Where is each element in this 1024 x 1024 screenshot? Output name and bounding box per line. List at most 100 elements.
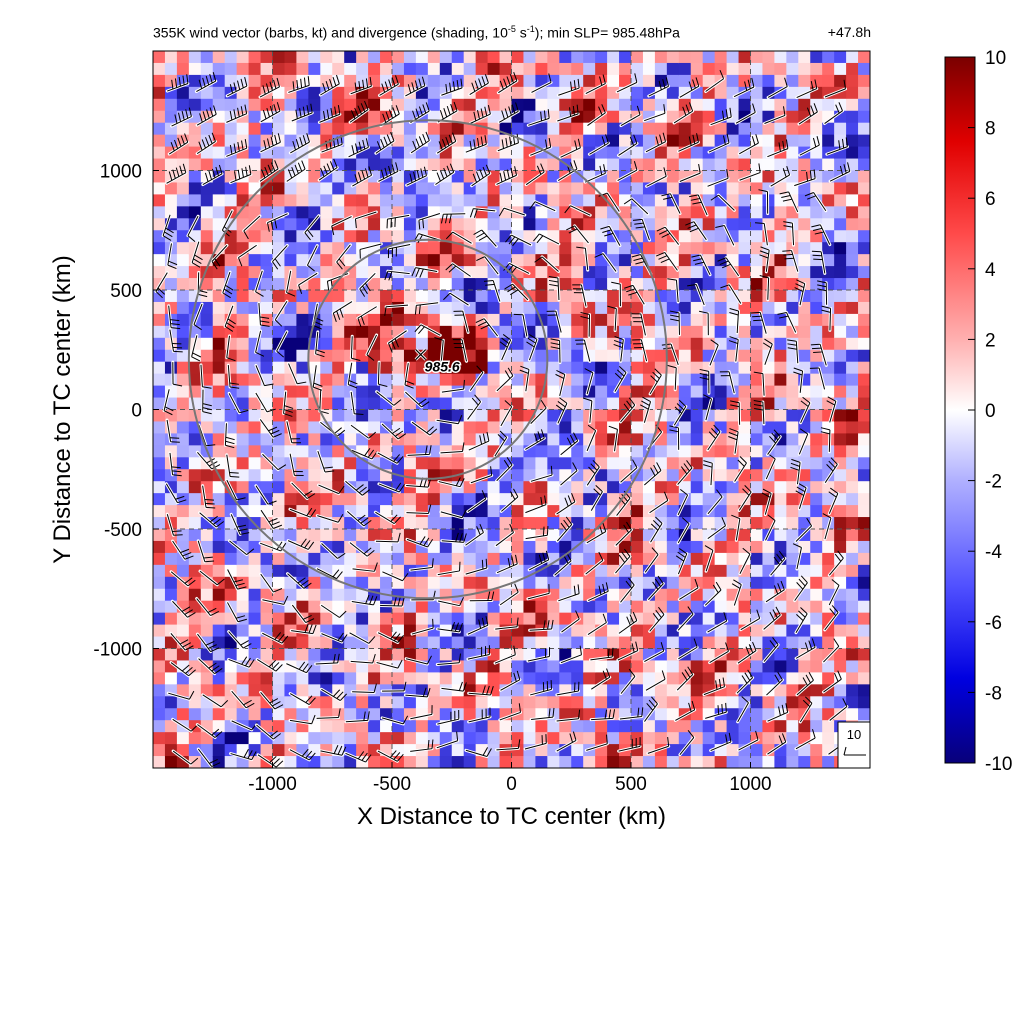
divergence-cell	[308, 194, 321, 207]
divergence-cell	[272, 385, 286, 399]
divergence-cell	[392, 51, 405, 64]
wind-barb-feather	[425, 131, 430, 141]
divergence-cell	[774, 134, 787, 148]
divergence-cell	[224, 552, 238, 566]
divergence-cell	[595, 62, 608, 76]
divergence-cell	[344, 660, 357, 673]
wind-barb	[258, 417, 282, 439]
divergence-cell	[523, 278, 536, 291]
divergence-cell	[344, 756, 357, 768]
wind-barb-feather	[429, 428, 438, 436]
wind-barb-feather	[277, 464, 287, 471]
divergence-cell	[774, 445, 787, 458]
divergence-cell	[224, 660, 238, 673]
divergence-cell	[475, 194, 489, 207]
wind-barb	[358, 271, 377, 297]
divergence-cell	[702, 576, 716, 590]
divergence-cell	[392, 290, 405, 303]
divergence-cell	[392, 564, 405, 578]
divergence-cell	[176, 206, 190, 219]
divergence-cell	[344, 421, 357, 434]
divergence-cell	[272, 98, 286, 112]
divergence-cell	[702, 110, 716, 124]
divergence-cell	[642, 696, 656, 709]
divergence-cell	[559, 218, 572, 231]
wind-barb-feather	[305, 750, 313, 759]
divergence-cell	[248, 708, 262, 721]
wind-barb	[259, 133, 282, 154]
wind-barb-feather	[301, 160, 306, 170]
divergence-cell	[499, 266, 513, 279]
divergence-cell	[750, 564, 764, 578]
divergence-cell	[164, 62, 178, 76]
divergence-cell	[762, 660, 775, 673]
divergence-cell	[786, 409, 799, 423]
wind-barb-feather	[391, 164, 395, 174]
divergence-cell	[798, 206, 811, 219]
divergence-cell	[356, 409, 369, 423]
divergence-cell	[272, 170, 286, 184]
divergence-cell	[762, 744, 775, 757]
divergence-cell	[212, 98, 226, 112]
wind-barb-feather	[283, 409, 293, 413]
divergence-cell	[619, 433, 632, 446]
wind-barb-staff	[469, 372, 484, 391]
divergence-cell	[260, 194, 274, 207]
divergence-cell	[320, 325, 333, 339]
divergence-cell	[846, 588, 859, 602]
divergence-cell	[272, 373, 286, 387]
divergence-cell	[559, 636, 572, 650]
divergence-cell	[236, 397, 250, 411]
divergence-cell	[320, 552, 333, 566]
wind-barb-feather	[246, 548, 255, 555]
divergence-cell	[392, 708, 405, 721]
divergence-cell	[678, 325, 692, 339]
divergence-cell	[642, 457, 656, 470]
wind-barb-feather	[459, 533, 463, 543]
wind-barb	[408, 705, 434, 721]
divergence-cell	[631, 696, 644, 709]
wind-barb-feather	[272, 662, 280, 670]
divergence-cell	[272, 445, 286, 458]
divergence-cell	[284, 254, 297, 267]
divergence-cell	[260, 708, 274, 721]
divergence-cell	[559, 74, 572, 88]
divergence-cell	[631, 445, 644, 458]
wind-barb-feather	[396, 754, 404, 762]
divergence-cell	[296, 325, 309, 339]
divergence-cell	[559, 98, 572, 112]
divergence-cell	[786, 493, 799, 506]
divergence-cell	[248, 158, 262, 172]
wind-barb-staff	[193, 303, 203, 325]
wind-barb-feather	[302, 106, 306, 116]
divergence-cell	[248, 397, 262, 411]
divergence-cell	[858, 505, 870, 518]
divergence-cell	[284, 696, 297, 709]
wind-barb	[467, 685, 494, 697]
divergence-cell	[834, 445, 847, 458]
divergence-cell	[654, 588, 668, 602]
divergence-cell	[786, 290, 799, 303]
divergence-cell	[451, 254, 465, 267]
wind-barb-feather	[354, 82, 357, 92]
divergence-cell	[308, 576, 321, 590]
divergence-cell	[571, 708, 584, 721]
divergence-cell	[427, 552, 441, 566]
divergence-cell	[607, 349, 620, 363]
wind-barb	[289, 623, 317, 636]
divergence-cell	[750, 194, 764, 207]
wind-barb-feather	[367, 449, 375, 458]
wind-barb-staff	[202, 694, 222, 708]
divergence-cell	[750, 469, 764, 482]
divergence-cell	[690, 146, 704, 160]
wind-barb-feather	[225, 284, 234, 291]
wind-barb-feather	[337, 632, 344, 641]
divergence-cell	[487, 672, 501, 685]
wind-barb-feather	[204, 560, 215, 563]
divergence-cell	[595, 600, 608, 614]
divergence-cell	[153, 242, 166, 255]
divergence-cell	[810, 552, 823, 566]
divergence-cell	[463, 290, 477, 303]
wind-barb	[165, 418, 180, 444]
wind-barb	[405, 536, 434, 549]
